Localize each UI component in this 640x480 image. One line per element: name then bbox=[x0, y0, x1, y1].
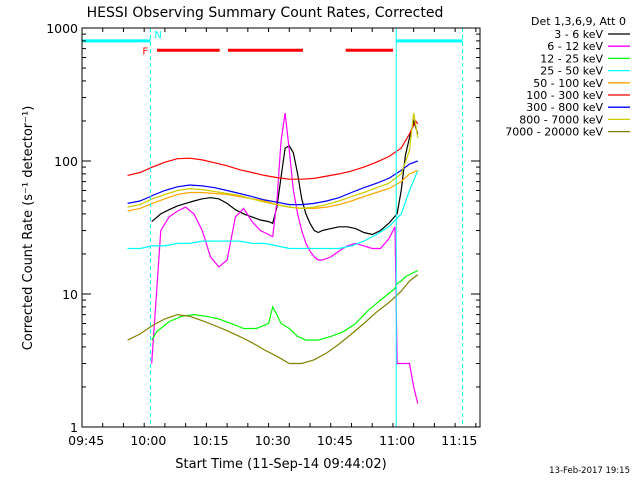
series-line-7 bbox=[127, 160, 419, 206]
x-tick-label-6: 11:00 bbox=[379, 433, 415, 448]
legend-entry-2: 6 - 12 keV bbox=[547, 40, 603, 53]
y-tick-label-2: 10 bbox=[62, 287, 78, 302]
x-tick-label-2: 10:00 bbox=[130, 433, 166, 448]
y-ticks: 1 10 100 1000 bbox=[46, 21, 480, 435]
series-line-4 bbox=[127, 170, 419, 250]
legend-entry-3: 12 - 25 keV bbox=[540, 52, 603, 65]
legend-entry-6: 100 - 300 keV bbox=[526, 89, 603, 102]
y-tick-label-1: 1 bbox=[70, 420, 78, 435]
x-tick-label-1: 09:45 bbox=[68, 433, 104, 448]
x-tick-label-7: 11:15 bbox=[441, 433, 477, 448]
x-tick-label-4: 10:30 bbox=[255, 433, 291, 448]
series-line-6 bbox=[127, 119, 419, 180]
series-line-3 bbox=[151, 270, 419, 341]
series-layer bbox=[127, 112, 419, 404]
series-line-8 bbox=[127, 112, 419, 210]
y-axis-label: Corrected Count Rate (s⁻¹ detector⁻¹) bbox=[21, 106, 36, 351]
night-flag-label: N bbox=[154, 30, 161, 41]
x-axis-label: Start Time (11-Sep-14 09:44:02) bbox=[175, 457, 386, 472]
series-line-2 bbox=[151, 112, 419, 404]
y-tick-label-3: 100 bbox=[54, 154, 78, 169]
legend-entry-1: 3 - 6 keV bbox=[554, 28, 603, 41]
legend-entry-7: 300 - 800 keV bbox=[526, 101, 603, 114]
flare-flag-label: F bbox=[142, 46, 148, 57]
x-ticks: 09:45 10:00 10:15 10:30 10:45 11:00 11:15 bbox=[68, 28, 477, 448]
plot-area: NF 09:45 10:00 10:15 10:30 10:45 11:00 11:15 1… bbox=[46, 21, 481, 448]
legend-header: Det 1,3,6,9, Att 0 bbox=[531, 15, 626, 28]
legend-entry-4: 25 - 50 keV bbox=[540, 65, 603, 78]
x-tick-label-5: 10:45 bbox=[317, 433, 353, 448]
legend-entry-5: 50 - 100 keV bbox=[533, 77, 603, 90]
x-tick-label-3: 10:15 bbox=[193, 433, 229, 448]
chart-title: HESSI Observing Summary Count Rates, Cor… bbox=[87, 5, 444, 21]
date-stamp: 13-Feb-2017 19:15 bbox=[549, 466, 630, 476]
flag-layer: NF bbox=[82, 28, 464, 427]
legend-entry-9: 7000 - 20000 keV bbox=[505, 126, 603, 139]
y-tick-label-4: 1000 bbox=[46, 21, 78, 36]
series-line-9 bbox=[127, 274, 419, 365]
legend-entry-8: 800 - 7000 keV bbox=[519, 113, 603, 126]
series-line-1 bbox=[151, 118, 419, 236]
plot-frame bbox=[81, 27, 481, 428]
